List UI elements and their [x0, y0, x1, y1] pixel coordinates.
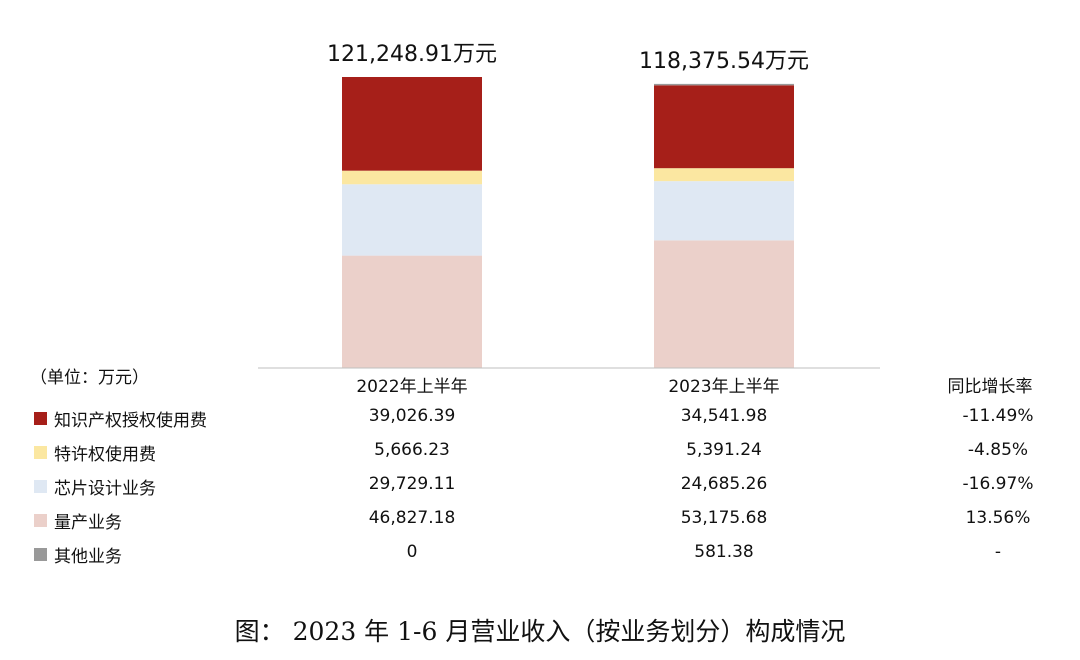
series-name: 特许权使用费	[54, 445, 156, 465]
growth-cell: -16.97%	[962, 474, 1034, 494]
total-label: 121,248.91万元	[327, 42, 497, 67]
bar-segment-1-3	[342, 170, 482, 185]
table-row: 特许权使用费 5,666.23 5,391.24 -4.85%	[30, 437, 1070, 467]
stacked-bar-chart: 121,248.91万元 2022年上半年 118,375.54万元 2023年上半年…	[258, 42, 1033, 397]
bar-segment-2-4	[654, 85, 794, 169]
bar-segment-2-5	[654, 83, 794, 86]
series-name: 芯片设计业务	[54, 479, 156, 499]
bar-segment-1-2	[342, 184, 482, 256]
legend-swatch	[34, 412, 47, 425]
x-tick-label: 2022年上半年	[356, 377, 467, 397]
value-cell: 581.38	[694, 542, 754, 562]
growth-cell: -11.49%	[962, 406, 1034, 426]
growth-cell: -4.85%	[967, 440, 1029, 460]
growth-header: 同比增长率	[948, 377, 1033, 397]
growth-cell: -	[994, 542, 1002, 562]
figure-caption: 图： 2023 年 1-6 月营业收入（按业务划分）构成情况	[234, 617, 846, 646]
table-row: 知识产权授权使用费 39,026.39 34,541.98 -11.49%	[30, 403, 1070, 433]
value-cell: 5,391.24	[686, 440, 762, 460]
legend-swatch	[34, 514, 47, 527]
value-cell: 0	[406, 542, 418, 562]
value-cell: 5,666.23	[374, 440, 450, 460]
value-cell: 34,541.98	[680, 406, 768, 426]
bar-segment-2-1	[654, 240, 794, 368]
labels-group: 121,248.91万元 2022年上半年 118,375.54万元 2023年上半年…	[327, 42, 1032, 397]
series-name: 知识产权授权使用费	[54, 411, 207, 431]
bar-segment-1-4	[342, 77, 482, 171]
table-row: 其他业务 0 581.38 -	[30, 539, 1070, 569]
unit-note: （单位：万元）	[30, 368, 149, 388]
series-name: 量产业务	[54, 513, 122, 533]
legend-swatch	[34, 548, 47, 561]
bar-segment-2-2	[654, 181, 794, 241]
table-row: 芯片设计业务 29,729.11 24,685.26 -16.97%	[30, 471, 1070, 501]
value-cell: 24,685.26	[680, 474, 768, 494]
bars-group	[342, 77, 794, 368]
legend-swatch	[34, 446, 47, 459]
growth-cell: 13.56%	[965, 508, 1031, 528]
value-cell: 53,175.68	[680, 508, 768, 528]
total-label: 118,375.54万元	[639, 49, 809, 74]
table-row: 量产业务 46,827.18 53,175.68 13.56%	[30, 505, 1070, 535]
bar-segment-2-3	[654, 168, 794, 182]
legend-swatch	[34, 480, 47, 493]
value-cell: 39,026.39	[368, 406, 456, 426]
bar-segment-1-1	[342, 255, 482, 368]
value-cell: 29,729.11	[368, 474, 456, 494]
value-cell: 46,827.18	[368, 508, 456, 528]
x-tick-label: 2023年上半年	[668, 377, 779, 397]
series-name: 其他业务	[54, 547, 122, 567]
